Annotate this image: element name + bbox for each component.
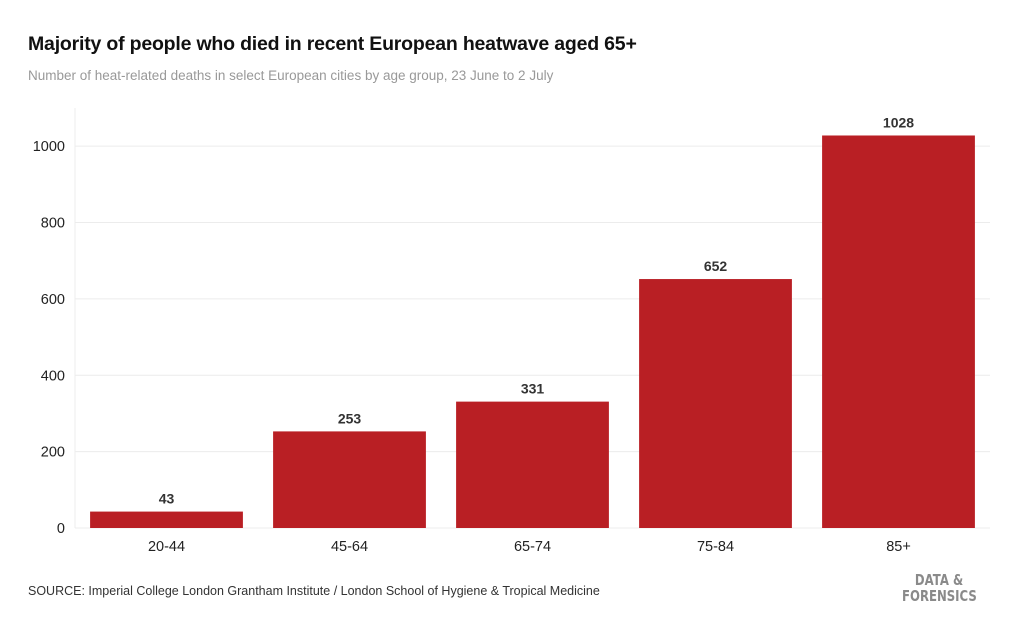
x-tick-label: 75-84 — [697, 539, 734, 555]
x-tick-label: 85+ — [886, 539, 911, 555]
y-tick-label: 1000 — [33, 139, 65, 155]
data-label: 652 — [704, 258, 728, 274]
data-label: 1028 — [883, 114, 914, 130]
data-label: 331 — [521, 381, 545, 397]
bar — [639, 279, 792, 528]
y-tick-label: 800 — [41, 216, 65, 232]
bar — [822, 135, 975, 528]
y-tick-label: 400 — [41, 368, 65, 384]
y-tick-label: 200 — [41, 445, 65, 461]
y-tick-label: 600 — [41, 292, 65, 308]
source-note: SOURCE: Imperial College London Grantham… — [28, 584, 600, 598]
bar — [456, 401, 609, 528]
chart-subtitle: Number of heat-related deaths in select … — [28, 68, 554, 83]
y-tick-label: 0 — [57, 521, 65, 537]
x-tick-label: 65-74 — [514, 539, 551, 555]
chart-title: Majority of people who died in recent Eu… — [28, 33, 637, 55]
data-forensics-logo: DATA & FORENSICS — [902, 571, 977, 605]
x-tick-label: 20-44 — [148, 539, 185, 555]
data-label: 253 — [338, 410, 362, 426]
x-tick-label: 45-64 — [331, 539, 368, 555]
data-label: 43 — [159, 491, 175, 507]
bar — [90, 511, 243, 528]
bar — [273, 431, 426, 528]
